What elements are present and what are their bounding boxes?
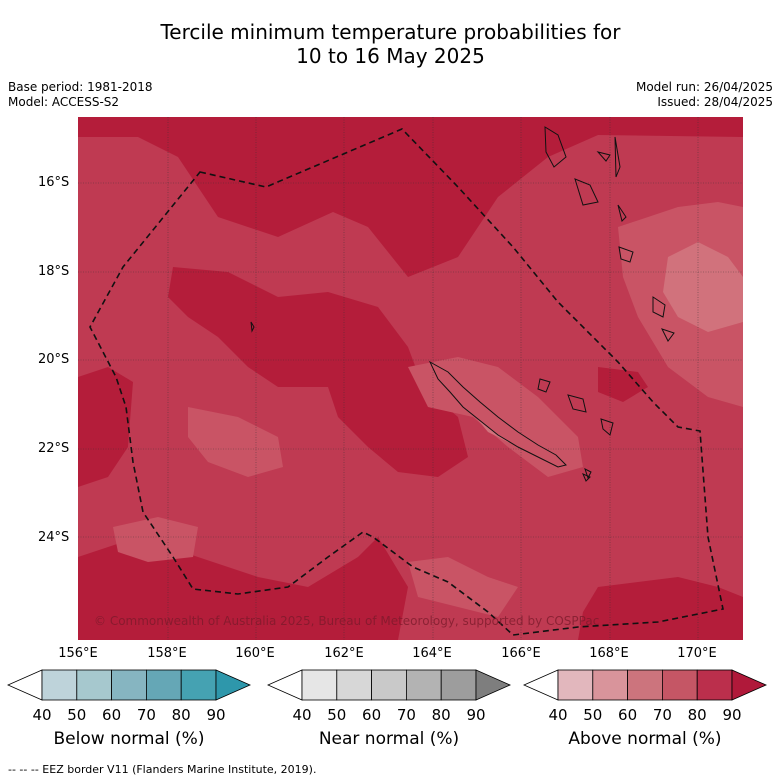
vanuatu-8: [661, 328, 675, 342]
colorbar-below-normal: 40 50 60 70 80 90: [7, 669, 251, 724]
above-colorbar-segment: [592, 669, 628, 701]
model-name: Model: ACCESS-S2: [8, 95, 120, 109]
lon-label-162e: 162°E: [324, 646, 364, 661]
near-colorbar-tick-label: 60: [362, 706, 381, 724]
probability-map: © Commonwealth of Australia 2025, Bureau…: [78, 117, 743, 640]
vanuatu-6: [618, 246, 634, 263]
lat-label-22s: 22°S: [38, 441, 70, 456]
eez-footer-note: -- -- -- EEZ border V11 (Flanders Marine…: [8, 763, 317, 776]
vanuatu-1: [544, 126, 567, 168]
above-colorbar-tick-label: 70: [653, 706, 672, 724]
title-line-1: Tercile minimum temperature probabilitie…: [160, 20, 621, 44]
region-90-southeast: [578, 577, 743, 640]
region-70-southeast: [408, 557, 518, 617]
near-colorbar-tick-label: 90: [466, 706, 485, 724]
colorbar-near-normal: 40 50 60 70 80 90: [267, 669, 511, 724]
below-colorbar-tick-label: 90: [206, 706, 225, 724]
graticule: [78, 117, 743, 640]
near-colorbar-segment: [336, 669, 372, 701]
lon-label-156e: 156°E: [58, 646, 98, 661]
above-normal-label: Above normal (%): [568, 729, 722, 749]
near-colorbar-segment: [405, 669, 442, 701]
below-colorbar-tick-label: 80: [172, 706, 191, 724]
vanuatu-5: [617, 204, 627, 222]
new-caledonia-outline: [428, 360, 567, 468]
above-colorbar-tick-label: 60: [618, 706, 637, 724]
lon-label-160e: 160°E: [235, 646, 275, 661]
lat-label-16s: 16°S: [38, 175, 70, 190]
near-colorbar-tick-label: 80: [432, 706, 451, 724]
below-colorbar-segment: [111, 669, 147, 701]
colorbar-legend: 40 50 60 70 80 90 40 50 60 70 80 90 40 50 60 70 80 90: [7, 669, 767, 724]
region-90-east: [598, 367, 648, 402]
copyright-notice: © Commonwealth of Australia 2025, Bureau…: [94, 614, 599, 628]
above-colorbar-tick-label: 90: [722, 706, 741, 724]
near-colorbar-high-extend: [475, 669, 511, 701]
near-colorbar-segment: [301, 669, 338, 701]
region-90-west: [78, 367, 133, 487]
below-colorbar-segment: [41, 669, 78, 701]
below-normal-label: Below normal (%): [53, 729, 205, 749]
above-colorbar-segment: [662, 669, 698, 701]
near-normal-label: Near normal (%): [318, 729, 460, 749]
below-colorbar-low-extend: [7, 669, 43, 701]
above-colorbar-segment: [627, 669, 663, 701]
lon-label-166e: 166°E: [501, 646, 541, 661]
meta-right: Model run: 26/04/2025 Issued: 28/04/2025: [636, 80, 773, 110]
near-colorbar-tick-label: 50: [327, 706, 346, 724]
near-colorbar-tick-label: 40: [292, 706, 311, 724]
above-colorbar-tick-label: 40: [548, 706, 567, 724]
vanuatu-3: [596, 151, 611, 162]
above-90-regions: [78, 117, 743, 640]
near-colorbar-segment: [371, 669, 407, 701]
below-colorbar-high-extend: [215, 669, 251, 701]
region-70-left: [188, 407, 283, 477]
region-60-east: [663, 242, 743, 332]
region-90-central: [168, 267, 468, 477]
meta-left: Base period: 1981-2018 Model: ACCESS-S2: [8, 80, 153, 110]
region-90-north: [78, 117, 743, 277]
above-colorbar-tick-label: 80: [688, 706, 707, 724]
model-run: Model run: 26/04/2025: [635, 80, 773, 94]
lon-label-170e: 170°E: [677, 646, 717, 661]
vanuatu-9: [584, 468, 592, 480]
below-colorbar-segment: [180, 669, 217, 701]
near-colorbar-low-extend: [267, 669, 303, 701]
below-colorbar-tick-label: 60: [102, 706, 121, 724]
loyalty-island-3: [600, 418, 614, 436]
lon-label-168e: 168°E: [589, 646, 629, 661]
coastlines: [250, 126, 675, 482]
above-colorbar-segment: [557, 669, 594, 701]
lat-label-20s: 20°S: [38, 352, 70, 367]
loyalty-island-1: [537, 378, 551, 393]
above-colorbar-low-extend: [523, 669, 559, 701]
vanuatu-4: [614, 136, 621, 178]
below-colorbar-tick-label: 50: [67, 706, 86, 724]
above-colorbar-tick-label: 50: [583, 706, 602, 724]
title-line-2: 10 to 16 May 2025: [296, 44, 485, 68]
lat-label-18s: 18°S: [38, 264, 70, 279]
chart-title: Tercile minimum temperature probabilitie…: [0, 20, 781, 68]
vanuatu-7: [652, 296, 666, 318]
issued-date: Issued: 28/04/2025: [657, 95, 773, 109]
near-colorbar-segment: [440, 669, 477, 701]
below-colorbar-tick-label: 70: [137, 706, 156, 724]
lon-label-158e: 158°E: [147, 646, 187, 661]
eez-border: [89, 128, 724, 636]
colorbar-above-normal: 40 50 60 70 80 90: [523, 669, 767, 724]
region-90-south: [78, 537, 408, 640]
below-colorbar-segment: [76, 669, 113, 701]
below-colorbar-segment: [145, 669, 182, 701]
above-colorbar-segment: [696, 669, 733, 701]
chesterfield-islet: [250, 321, 255, 333]
below-colorbar-tick-label: 40: [32, 706, 51, 724]
near-colorbar-tick-label: 70: [397, 706, 416, 724]
loyalty-island-2: [567, 394, 587, 413]
region-70-southwest: [113, 517, 198, 562]
lat-label-24s: 24°S: [38, 530, 70, 545]
base-period: Base period: 1981-2018: [8, 80, 153, 94]
above-colorbar-high-extend: [731, 669, 767, 701]
lon-label-164e: 164°E: [412, 646, 452, 661]
vanuatu-2: [574, 178, 599, 206]
